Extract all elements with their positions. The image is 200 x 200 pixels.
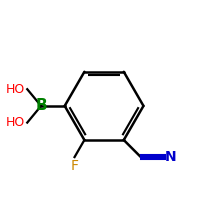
Text: N: N [165,150,176,164]
Text: HO: HO [6,83,25,96]
Text: B: B [35,98,47,113]
Text: F: F [71,159,79,173]
Text: HO: HO [6,116,25,129]
